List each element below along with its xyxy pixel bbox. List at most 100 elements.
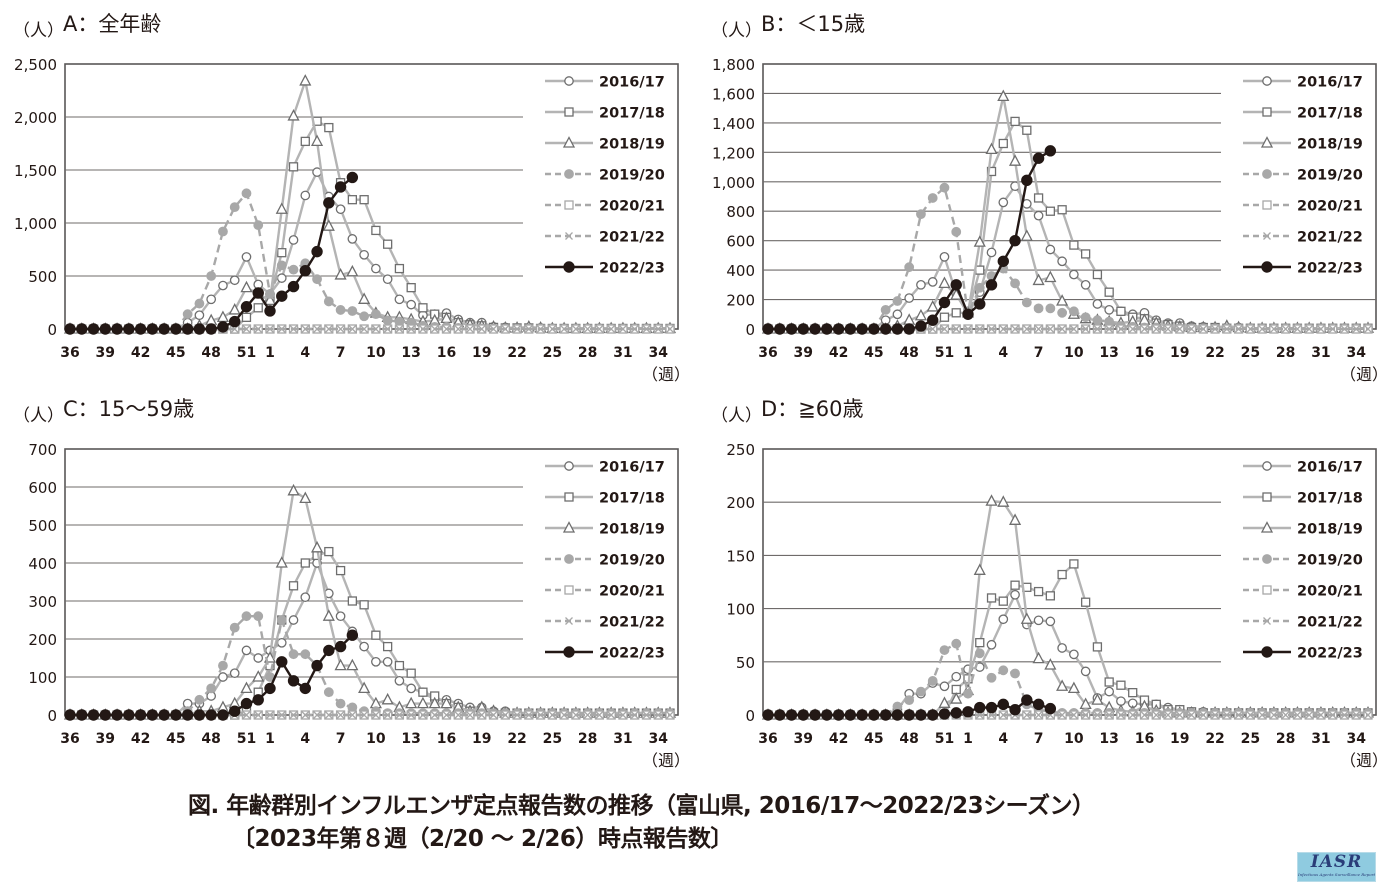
data-point	[938, 296, 951, 309]
x-tick-label: 51	[935, 345, 954, 361]
data-point	[1032, 698, 1045, 711]
data-point	[64, 709, 76, 721]
data-point	[642, 325, 651, 333]
data-point	[1104, 305, 1115, 315]
x-tick-label: 4	[998, 731, 1008, 747]
x-tick-label: 36	[758, 345, 777, 361]
legend-marker	[564, 492, 574, 502]
data-point	[346, 171, 359, 184]
y-tick-label: 1,600	[712, 85, 755, 103]
data-point	[583, 325, 592, 333]
x-axis-unit-label: （週）	[642, 365, 690, 384]
legend-label: 2022/23	[1297, 261, 1363, 277]
x-tick-label: 25	[1241, 345, 1260, 361]
data-point	[986, 672, 997, 683]
data-point	[1246, 325, 1255, 333]
data-point	[1093, 325, 1102, 333]
data-point	[371, 263, 381, 274]
chart-panel-d: （人） D：≧60歳 0 50 100 150 200 250 36 39 42 45 48 51 1 4 7 1…	[711, 397, 1388, 770]
x-axis-unit-label: （週）	[1340, 365, 1388, 384]
data-point	[407, 711, 416, 719]
data-point	[501, 325, 510, 333]
data-point	[288, 649, 299, 660]
data-point	[1044, 658, 1057, 670]
data-point	[1281, 711, 1290, 719]
data-point	[335, 698, 346, 709]
data-point	[927, 277, 938, 287]
data-point	[1364, 711, 1372, 719]
y-axis-unit-label: （人）	[13, 21, 64, 41]
data-point	[1175, 325, 1184, 333]
data-point	[548, 711, 557, 719]
data-point	[939, 681, 950, 692]
series-2022-23	[762, 694, 1057, 721]
data-point	[524, 711, 533, 719]
data-point	[832, 709, 845, 721]
x-tick-label: 10	[1064, 345, 1084, 361]
legend-label: 2016/17	[599, 75, 665, 91]
data-point	[1045, 244, 1056, 255]
data-point	[986, 593, 997, 603]
data-point	[1281, 325, 1290, 333]
legend-label: 2020/21	[599, 584, 665, 600]
data-point	[1080, 666, 1091, 677]
data-point	[1080, 279, 1091, 290]
legend-label: 2018/19	[1297, 137, 1363, 153]
data-point	[1057, 643, 1067, 653]
data-point	[1092, 299, 1103, 309]
data-point	[477, 325, 486, 333]
data-point	[228, 303, 241, 315]
data-point	[123, 709, 135, 721]
legend-label: 2020/21	[1297, 584, 1363, 600]
data-point	[1057, 569, 1067, 580]
data-point	[382, 315, 393, 326]
data-point	[1128, 325, 1137, 333]
data-point	[1021, 297, 1032, 308]
data-point	[1316, 711, 1325, 719]
data-point	[1164, 711, 1172, 719]
data-point	[1092, 269, 1103, 280]
data-point	[939, 252, 950, 262]
data-point	[595, 325, 604, 333]
data-point	[666, 325, 674, 333]
data-point	[335, 305, 346, 315]
data-point	[217, 321, 229, 333]
data-point	[1092, 315, 1103, 326]
x-tick-label: 39	[794, 731, 813, 747]
data-point	[1033, 586, 1044, 597]
x-tick-label: 28	[1276, 345, 1295, 361]
y-tick-label: 0	[47, 707, 57, 725]
data-point	[418, 687, 428, 697]
data-point	[1009, 703, 1021, 716]
y-axis-unit-label: （人）	[13, 406, 64, 426]
data-point	[973, 563, 986, 575]
x-tick-label: 28	[578, 345, 597, 361]
data-point	[1328, 325, 1337, 333]
data-point	[1058, 325, 1067, 333]
data-point	[997, 698, 1009, 711]
data-point	[607, 325, 616, 333]
data-point	[1269, 711, 1278, 719]
x-tick-label: 7	[336, 345, 346, 361]
data-point	[288, 264, 299, 275]
data-point	[868, 323, 880, 335]
data-point	[1067, 681, 1080, 694]
y-tick-label: 200	[726, 494, 755, 512]
data-point	[618, 325, 627, 333]
logo-subtext: Infectious Agents Surveillance Report	[1298, 872, 1375, 877]
data-point	[985, 494, 998, 506]
legend-label: 2017/18	[1297, 106, 1363, 122]
data-point	[241, 611, 252, 622]
data-point	[939, 312, 950, 322]
x-tick-label: 1	[963, 731, 973, 747]
data-point	[1033, 303, 1044, 314]
data-point	[939, 182, 950, 193]
data-point	[1033, 615, 1044, 626]
data-point	[797, 323, 809, 335]
data-point	[418, 711, 427, 719]
x-tick-label: 45	[166, 345, 185, 361]
data-point	[335, 204, 346, 215]
plot-area	[762, 448, 1377, 716]
data-point	[513, 325, 522, 333]
data-point	[998, 665, 1009, 676]
